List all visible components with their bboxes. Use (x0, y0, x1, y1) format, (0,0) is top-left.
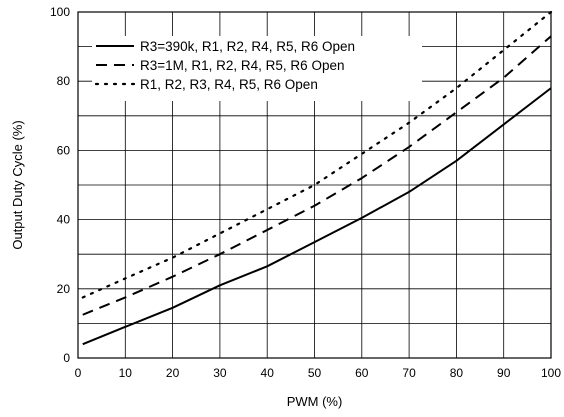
legend-label-2: R3=1M, R1, R2, R4, R5, R6 Open (140, 58, 344, 73)
x-tick-label: 20 (166, 366, 180, 380)
y-axis-label: Output Duty Cycle (%) (10, 120, 25, 249)
y-tick-label: 60 (57, 143, 71, 157)
x-tick-label: 90 (497, 366, 511, 380)
series-lines (81, 10, 553, 346)
x-tick-label: 50 (308, 366, 322, 380)
x-tick-label: 10 (119, 366, 133, 380)
x-axis: 0 10 20 30 40 50 60 70 80 90 100 (75, 366, 562, 380)
legend-box (92, 36, 422, 101)
x-axis-label: PWM (%) (287, 394, 343, 409)
series-line-3 (81, 10, 553, 299)
x-tick-label: 30 (213, 366, 227, 380)
y-tick-label: 40 (57, 213, 71, 227)
series-line-1 (82, 87, 552, 346)
x-tick-label: 70 (402, 366, 416, 380)
y-tick-label: 20 (57, 282, 71, 296)
series-line-2 (82, 35, 552, 316)
legend-label-1: R3=390k, R1, R2, R4, R5, R6 Open (140, 39, 355, 54)
legend: R3=390k, R1, R2, R4, R5, R6 Open R3=1M, R… (92, 36, 422, 101)
y-tick-label: 0 (63, 351, 70, 365)
y-tick-label: 100 (50, 5, 70, 19)
x-tick-label: 100 (541, 366, 561, 380)
x-tick-label: 40 (261, 366, 275, 380)
x-tick-label: 60 (355, 366, 369, 380)
y-tick-label: 80 (57, 74, 71, 88)
plot-frame (77, 11, 552, 359)
y-axis: 0 20 40 60 80 100 (50, 5, 70, 365)
x-tick-label: 80 (450, 366, 464, 380)
x-tick-label: 0 (75, 366, 82, 380)
legend-label-3: R1, R2, R3, R4, R5, R6 Open (140, 77, 318, 92)
